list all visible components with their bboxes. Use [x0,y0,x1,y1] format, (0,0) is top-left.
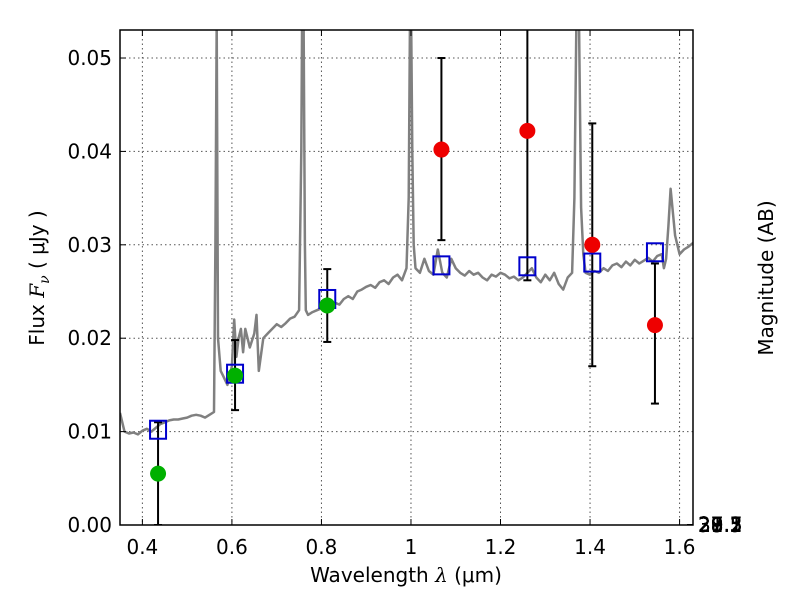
y2-tick-label: 27.7 [698,513,743,537]
axis-ticks: 0.4 0.6 0.8 1 1.2 1.4 1.6 0.00 0.01 0.02 0.03 0.04 0… [67,30,743,559]
y-axis-title-subscript: ν [37,275,53,284]
x-tick-label: 1.4 [574,535,606,559]
y2-tick-label: 27.5 [698,513,743,537]
y2-tick-label: 31 [698,513,723,537]
y2-axis-title: Magnitude (AB) [754,200,778,355]
y2-tick-label: 28.2 [698,513,743,537]
model-box-marker [432,255,451,276]
plot-frame [119,29,694,526]
detection-point [150,465,167,482]
y-axis-title: Flux Fν ( μJy ) [25,210,53,345]
y-tick-label: 0.01 [67,420,112,444]
y2-tick-label: 28.5 [698,513,743,537]
y-tick-label: 0.03 [67,233,112,257]
nondetection-point [584,236,601,253]
nondetection-point [433,141,450,158]
nondetection-point [646,317,663,334]
y-axis-title-unit: ( μJy ) [25,210,49,275]
nondetection-point [519,122,536,139]
y-axis-title-symbol: F [25,283,49,299]
x-tick-label: 0.8 [306,535,338,559]
y2-tick-label: 29.5 [698,513,743,537]
y2-tick-label: 29 [698,513,723,537]
x-tick-label: 1.6 [664,535,696,559]
grid-lines [120,30,693,526]
y-tick-label: 0.00 [67,513,112,537]
spectrum-line [120,30,693,436]
x-axis-title: Wavelength λ (μm) [310,563,502,587]
y2-tick-label: 30 [698,513,723,537]
x-axis-title-unit: (μm) [448,563,502,587]
x-tick-label: 0.4 [126,535,158,559]
detection-point [319,297,336,314]
y2-tick-label: 27.3 [698,513,743,537]
y-tick-label: 0.04 [67,139,112,163]
y-axis-title-prefix: Flux [25,298,49,346]
model-box-marker [518,256,537,277]
y2-tick-label: 27.1 [698,513,743,537]
detection-point [227,367,244,384]
y-tick-label: 0.02 [67,326,112,350]
y2-tick-label: 28 [698,513,723,537]
model-box-marker [583,252,602,273]
x-axis-title-symbol: λ [434,563,448,587]
x-tick-label: 1.2 [485,535,517,559]
x-tick-label: 0.6 [216,535,248,559]
x-tick-label: 1 [405,535,418,559]
x-axis-title-prefix: Wavelength [310,563,435,587]
model-box-marker [149,419,168,440]
model-box-marker [645,242,664,263]
y-tick-label: 0.05 [67,46,112,70]
plot-area [120,30,693,525]
